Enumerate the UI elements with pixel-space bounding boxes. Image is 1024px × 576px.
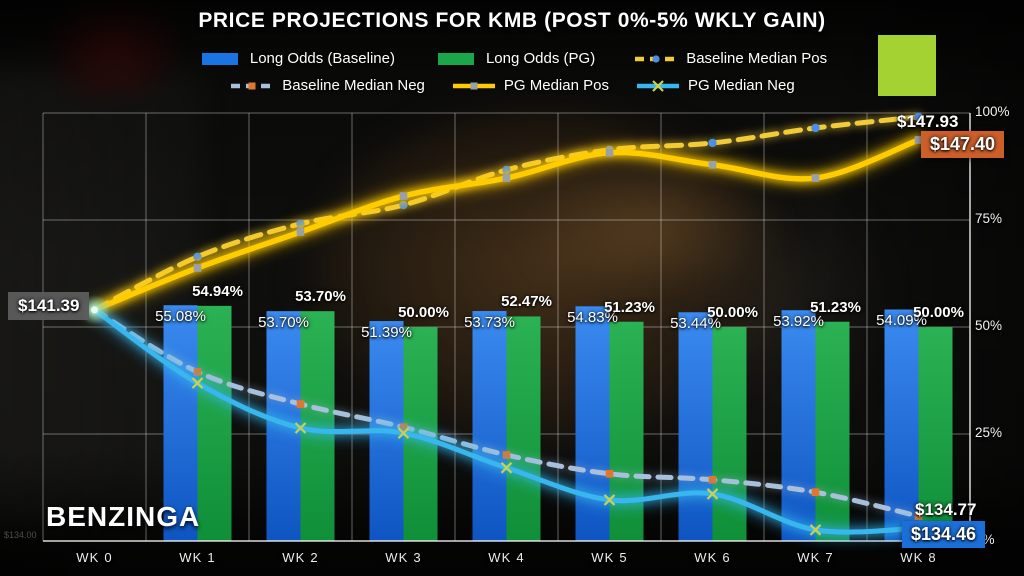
legend-item-baseline-median-pos: Baseline Median Pos (633, 50, 827, 67)
bar-baseline-wk1 (163, 305, 198, 541)
bar-label-baseline-wk8: 54.09% (876, 312, 927, 330)
marker-square (605, 149, 614, 157)
bar-label-pg-wk1: 54.94% (192, 282, 243, 300)
x-axis-label-wk5: WK 5 (591, 550, 628, 565)
legend-item-label: Long Odds (Baseline) (249, 50, 395, 67)
y-axis-tick-50%: 50% (975, 318, 1003, 333)
bar-baseline-wk6 (678, 312, 713, 541)
bar-baseline-wk4 (472, 311, 507, 541)
bar-pg-wk8 (918, 327, 953, 541)
marker-square (193, 368, 202, 376)
bar-label-baseline-wk5: 54.83% (567, 309, 618, 327)
marker-x (706, 488, 719, 500)
marker-square (296, 228, 305, 236)
legend-item-long-odds-pg-: Long Odds (PG) (433, 50, 595, 67)
marker-x (500, 462, 513, 474)
x-axis-label-wk0: WK 0 (76, 550, 113, 565)
pg-neg-end-label: $134.46 (902, 521, 986, 548)
y-axis-tick-75%: 75% (975, 211, 1003, 226)
bar-baseline-wk7 (781, 310, 816, 541)
bar-label-baseline-wk6: 53.44% (670, 315, 721, 333)
marker-square (914, 512, 923, 520)
y-axis-tick-25%: 25% (975, 425, 1003, 440)
legend-row-1: Long Odds (Baseline) Long Odds (PG) Baseli… (0, 50, 1024, 67)
x-axis-label-wk3: WK 3 (385, 550, 422, 565)
legend-item-pg-median-neg: PG Median Neg (635, 77, 795, 94)
y-axis-tick-100%: 100% (975, 104, 1010, 119)
marker-square (605, 470, 614, 478)
legend-item-long-odds-baseline-: Long Odds (Baseline) (197, 50, 395, 67)
bar-legend-swatch-icon (201, 52, 238, 65)
line-glow (90, 112, 923, 315)
x-axis-label-wk1: WK 1 (179, 550, 216, 565)
marker-x (397, 427, 410, 439)
marker-circle (708, 138, 717, 148)
marker-square (296, 400, 305, 408)
x-axis-label-wk8: WK 8 (900, 550, 937, 565)
marker-square (502, 174, 511, 182)
x-axis-label-wk6: WK 6 (694, 550, 731, 565)
marker-square (811, 488, 820, 497)
bar-legend-swatch-icon (437, 52, 474, 65)
marker-square (811, 174, 820, 182)
marker-x (294, 422, 307, 434)
page-title: PRICE PROJECTIONS FOR KMB (POST 0%-5% WK… (198, 9, 826, 32)
bar-label-pg-wk8: 50.00% (913, 304, 964, 321)
marker-circle (914, 112, 923, 122)
legend-item-label: Baseline Median Pos (686, 50, 828, 67)
x-axis-label-wk4: WK 4 (488, 550, 525, 565)
bar-pg-wk4 (506, 316, 541, 541)
marker-x (603, 494, 616, 506)
legend-item-baseline-median-neg: Baseline Median Neg (229, 77, 425, 94)
baseline-pos-end-label: $147.93 (897, 112, 959, 131)
pg-pos-end-label: $147.40 (921, 131, 1005, 158)
bar-pg-wk1 (197, 305, 232, 541)
green-rectangle (878, 35, 936, 96)
bar-label-pg-wk3: 50.00% (398, 304, 449, 321)
bar-label-baseline-wk1: 55.08% (155, 308, 206, 326)
legend-row-2: Baseline Median Neg PG Median Pos PG Media… (0, 77, 1024, 94)
faint-axis-label: $134.00 (4, 530, 37, 540)
marker-x (191, 377, 204, 389)
marker-square (708, 160, 717, 169)
bar-label-pg-wk2: 53.70% (295, 288, 346, 306)
bar-baseline-wk8 (884, 309, 919, 541)
start-point (91, 306, 98, 314)
marker-square (708, 475, 717, 484)
marker-square (914, 136, 923, 144)
line-baseline-median-pos (92, 114, 921, 313)
marker-x (809, 524, 822, 536)
bar-label-baseline-wk2: 53.70% (258, 314, 309, 332)
marker-circle (811, 123, 820, 133)
baseline-neg-end-label: $134.77 (915, 500, 977, 519)
bar-pg-wk7 (815, 321, 850, 541)
marker-square (399, 192, 408, 200)
legend-item-label: Long Odds (PG) (485, 50, 596, 67)
marker-square (193, 264, 202, 272)
bar-label-baseline-wk4: 53.73% (464, 314, 515, 332)
bar-label-pg-wk6: 50.00% (707, 304, 758, 321)
bar-label-baseline-wk7: 53.92% (773, 313, 824, 331)
line-square-legend-swatch-icon (452, 82, 495, 89)
line-x-legend-swatch-icon (636, 79, 679, 92)
bar-pg-wk5 (609, 321, 644, 541)
legend-item-label: PG Median Neg (687, 77, 795, 94)
bar-label-pg-wk4: 52.47% (501, 293, 552, 311)
marker-square (502, 451, 511, 459)
legend-item-pg-median-pos: PG Median Pos (451, 77, 609, 94)
dash-square-legend-swatch-icon (231, 82, 274, 89)
dash-dot-legend-swatch-icon (635, 54, 678, 63)
benzinga-logo: BENZINGA (46, 501, 201, 532)
bar-label-pg-wk5: 51.23% (604, 298, 655, 316)
legend-item-label: Baseline Median Neg (282, 77, 425, 94)
bar-label-baseline-wk3: 51.39% (361, 324, 412, 342)
bar-label-pg-wk7: 51.23% (810, 298, 861, 316)
legend-item-label: PG Median Pos (503, 77, 609, 94)
start-price-label: $141.39 (8, 292, 90, 320)
x-axis-label-wk7: WK 7 (797, 550, 834, 565)
x-axis-label-wk2: WK 2 (282, 550, 319, 565)
